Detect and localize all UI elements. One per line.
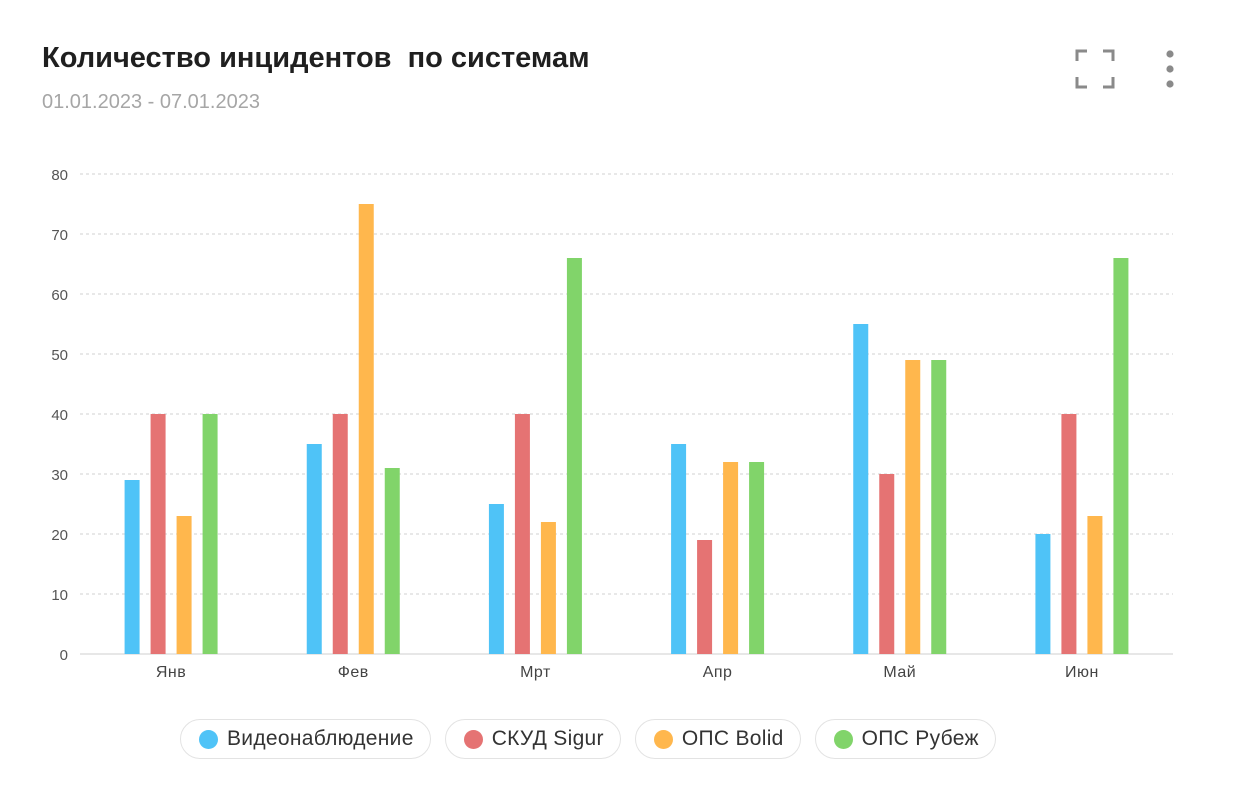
- x-tick-label: Апр: [703, 664, 733, 681]
- bar-2: [697, 540, 713, 654]
- y-tick-label: 80: [51, 167, 68, 184]
- more-vertical-icon: [1166, 50, 1174, 88]
- legend-item[interactable]: ОПС Рубеж: [814, 719, 996, 759]
- chart-legend: Видеонаблюдение СКУД Sigur ОПС Bolid ОПС Ру…: [180, 719, 996, 759]
- legend-label: Видеонаблюдение: [227, 727, 414, 750]
- bar-3: [723, 462, 739, 654]
- bar-1: [488, 504, 504, 654]
- chart-date-range: 01.01.2023 - 07.01.2023: [42, 91, 260, 113]
- x-tick-label: Май: [883, 664, 916, 681]
- y-tick-label: 0: [60, 647, 68, 664]
- bar-1: [124, 480, 140, 654]
- bar-4: [931, 360, 947, 654]
- bar-4: [384, 468, 400, 654]
- bar-chart: 0 10 20 30 40 50 60 70 80 Янв Фев Мрт Апр Май Июн: [51, 167, 1173, 681]
- x-tick-label: Фев: [338, 664, 369, 681]
- bar-3: [358, 204, 374, 654]
- legend-item[interactable]: СКУД Sigur: [444, 719, 621, 759]
- bar-1: [1035, 534, 1051, 654]
- bar-4: [202, 414, 218, 654]
- legend-marker: [833, 729, 853, 749]
- bar-4: [749, 462, 765, 654]
- bar-1: [306, 444, 322, 654]
- y-tick-label: 50: [51, 347, 68, 364]
- bar-1: [671, 444, 687, 654]
- bar-3: [905, 360, 921, 654]
- y-tick-label: 20: [51, 527, 68, 544]
- fullscreen-icon: [1075, 49, 1115, 89]
- bar-3: [176, 516, 192, 654]
- bar-3: [1087, 516, 1103, 654]
- bar-1: [853, 324, 869, 654]
- legend-marker: [463, 729, 483, 749]
- bar-2: [332, 414, 348, 654]
- legend-marker: [653, 729, 673, 749]
- y-tick-label: 30: [51, 467, 68, 484]
- bar-2: [1061, 414, 1077, 654]
- bar-2: [879, 474, 895, 654]
- legend-marker: [199, 729, 218, 749]
- bar-2: [150, 414, 166, 654]
- y-tick-label: 10: [51, 587, 68, 604]
- x-tick-label: Июн: [1065, 664, 1099, 681]
- y-tick-label: 70: [51, 227, 68, 244]
- bar-2: [514, 414, 530, 654]
- fullscreen-button[interactable]: [1074, 48, 1116, 90]
- legend-label: СКУД Sigur: [491, 727, 604, 750]
- bar-3: [540, 522, 556, 654]
- legend-label: ОПС Bolid: [681, 727, 784, 750]
- y-tick-label: 40: [51, 407, 68, 424]
- y-tick-label: 60: [51, 287, 68, 304]
- legend-item[interactable]: ОПС Bolid: [634, 719, 801, 759]
- x-tick-label: Мрт: [520, 664, 551, 681]
- bar-4: [1113, 258, 1129, 654]
- legend-label: ОПС Рубеж: [861, 727, 979, 750]
- legend-item[interactable]: Видеонаблюдение: [180, 719, 431, 759]
- chart-title: Количество инцидентов по системам: [42, 42, 590, 74]
- x-tick-label: Янв: [156, 664, 186, 681]
- bar-4: [566, 258, 582, 654]
- more-options-button[interactable]: [1158, 48, 1182, 90]
